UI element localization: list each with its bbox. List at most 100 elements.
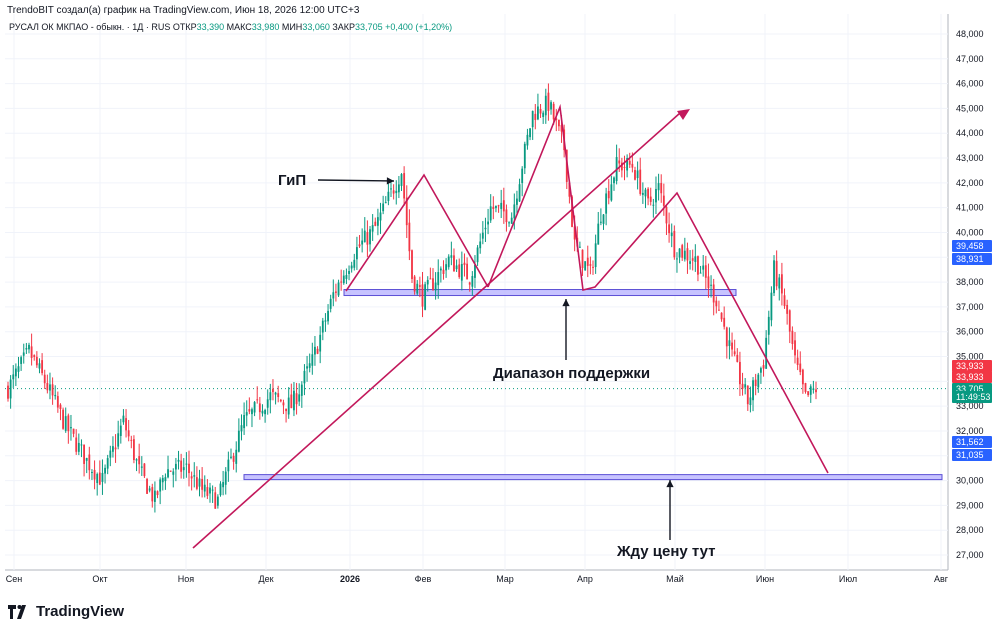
candle-body: [96, 473, 99, 484]
candle-body: [203, 484, 206, 492]
candle-body: [620, 162, 623, 171]
candle-body: [529, 128, 531, 138]
price-badge: [952, 360, 992, 372]
candle-body: [599, 221, 602, 223]
candle-body: [815, 389, 817, 393]
candle-body: [56, 396, 59, 408]
candle-body: [775, 260, 778, 287]
candle-body: [104, 467, 106, 474]
candle-body: [83, 444, 85, 464]
candle-body: [589, 264, 592, 266]
candle-body: [531, 110, 534, 128]
candle-body: [332, 292, 335, 299]
price-badge-label: 39,458: [956, 241, 984, 251]
candle-body: [261, 410, 264, 414]
price-badge: [952, 253, 992, 265]
candle-body: [287, 397, 290, 415]
candle-body: [67, 415, 70, 432]
candle-body: [371, 225, 374, 232]
candle-body: [172, 471, 175, 475]
candle-body: [673, 230, 676, 258]
candle-body: [22, 352, 25, 356]
candle-body: [51, 384, 54, 396]
candle-body: [644, 189, 647, 197]
candle-body: [468, 282, 471, 285]
price-badge: [952, 449, 992, 461]
candle-body: [80, 444, 83, 446]
candle-body: [216, 496, 219, 506]
candle-body: [537, 106, 539, 120]
candle-body: [135, 459, 138, 461]
candle-body: [164, 477, 167, 482]
candle-body: [484, 227, 487, 230]
candle-body: [72, 428, 75, 434]
candle-body: [628, 160, 631, 165]
candle-body: [125, 418, 127, 431]
ohlc-high-label: МАКС: [226, 22, 252, 32]
candle-body: [109, 450, 112, 458]
candle-body: [211, 489, 214, 491]
candle-body: [602, 214, 605, 224]
candle-body: [418, 285, 421, 287]
x-tick-label: Ноя: [178, 574, 195, 584]
candle-body: [206, 487, 209, 496]
candle-body: [195, 477, 198, 489]
candle-body: [20, 357, 23, 364]
price-badge-label: 33,705: [956, 384, 984, 394]
candle-body: [594, 243, 597, 268]
candle-body: [492, 206, 495, 209]
candle-body: [704, 265, 707, 278]
candle-body: [33, 355, 36, 357]
candle-body: [358, 244, 361, 247]
candle-body: [786, 304, 789, 314]
x-tick-label: 2026: [340, 574, 360, 584]
y-tick-label: 38,000: [956, 277, 984, 287]
price-badge: [952, 391, 992, 403]
candle-body: [395, 190, 398, 194]
candle-body: [710, 284, 712, 286]
candle-body: [256, 399, 259, 401]
candle-body: [801, 369, 804, 385]
candle-body: [219, 483, 222, 496]
candle-body: [744, 384, 747, 388]
candle-body: [560, 125, 563, 132]
candle-body: [607, 190, 610, 199]
candle-body: [353, 259, 356, 268]
candle-body: [765, 337, 768, 369]
candle-body: [405, 197, 408, 226]
candle-body: [293, 390, 295, 411]
candle-body: [285, 408, 287, 412]
candle-body: [119, 425, 122, 437]
candle-body: [369, 229, 371, 245]
price-badge-label: 31,562: [956, 437, 984, 447]
candle-body: [584, 261, 587, 271]
candle-body: [311, 354, 314, 366]
y-tick-label: 45,000: [956, 103, 984, 113]
y-tick-label: 40,000: [956, 227, 984, 237]
candle-body: [544, 95, 547, 116]
candle-body: [274, 392, 277, 395]
candle-body: [146, 479, 148, 494]
candle-body: [153, 490, 156, 502]
candle-body: [138, 456, 141, 465]
candle-body: [130, 439, 133, 441]
candle-body: [340, 281, 343, 283]
candle-body: [214, 492, 217, 509]
ohlc-open-value: 33,390: [196, 22, 225, 32]
ohlc-low-label: МИН: [281, 22, 303, 32]
candle-body: [122, 415, 125, 423]
candle-body: [272, 388, 274, 393]
candle-body: [453, 255, 455, 272]
tradingview-logo[interactable]: TradingView: [8, 603, 124, 620]
candle-body: [550, 102, 552, 110]
candle-body: [460, 264, 463, 281]
candle-body: [518, 184, 521, 202]
candle-body: [759, 368, 762, 373]
candle-body: [424, 284, 427, 310]
candle-body: [539, 109, 542, 114]
candle-body: [639, 169, 642, 194]
x-tick-label: Дек: [258, 574, 273, 584]
candle-body: [455, 265, 458, 270]
